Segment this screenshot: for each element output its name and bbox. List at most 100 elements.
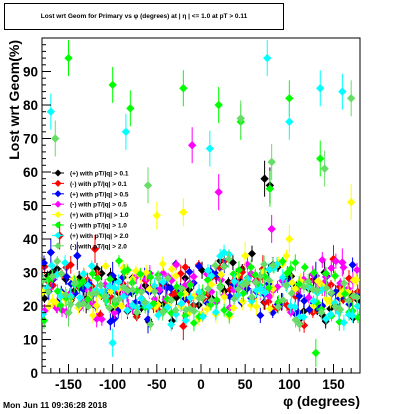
data-point-series-8 [224, 255, 233, 264]
legend-marker [54, 221, 62, 229]
y-tick-label: 30 [23, 266, 38, 281]
legend-entry: (+) with pT/|q| > 0.1 [70, 171, 129, 178]
data-point-series-8 [43, 287, 52, 296]
legend-entry: (+) with pT/|q| > 1.0 [70, 212, 129, 219]
data-point-series-7 [285, 117, 294, 126]
data-point-series-5 [220, 292, 229, 301]
data-point-series-6 [136, 270, 145, 279]
data-point-series-7 [211, 308, 220, 317]
data-point-series-6 [229, 270, 238, 279]
data-point-series-6 [56, 301, 65, 310]
data-point-series-8 [299, 282, 308, 291]
data-point-series-8 [190, 307, 199, 316]
data-point-series-6 [186, 280, 195, 289]
data-point-series-7 [263, 53, 272, 63]
x-tick-label: 50 [238, 377, 253, 392]
data-point-series-8 [114, 295, 123, 304]
data-point-series-4 [214, 187, 223, 197]
data-point-series-8 [260, 260, 269, 269]
data-point-series-8 [48, 272, 57, 281]
data-point-series-7 [353, 302, 360, 311]
data-point-series-8 [198, 293, 207, 302]
data-point-series-7 [243, 274, 252, 283]
data-point-series-8 [171, 306, 180, 315]
data-point-series-8 [322, 284, 331, 293]
data-point-series-8 [150, 287, 159, 296]
data-point-series-5 [229, 303, 238, 312]
data-point-series-7 [322, 315, 331, 324]
x-tick-label: 100 [278, 377, 301, 392]
data-point-series-6 [214, 100, 223, 110]
data-point-series-3 [185, 267, 194, 276]
data-point-series-5 [152, 211, 162, 220]
data-point-series-8 [269, 261, 278, 270]
data-point-series-8 [331, 302, 340, 311]
data-point-series-7 [110, 284, 119, 293]
data-point-series-8 [327, 288, 336, 297]
data-point-series-7 [46, 107, 56, 116]
data-point-series-6 [300, 263, 309, 272]
x-tick-label: 150 [322, 377, 345, 392]
data-point-series-5 [167, 265, 176, 274]
data-point-series-5 [142, 268, 151, 277]
data-point-series-7 [256, 284, 265, 293]
data-point-series-7 [299, 312, 308, 321]
data-point-series-7 [316, 84, 325, 93]
data-point-series-4 [331, 257, 340, 266]
data-point-series-6 [316, 154, 325, 163]
data-point-series-6 [260, 272, 269, 281]
data-point-series-8 [84, 302, 93, 311]
data-point-series-7 [198, 312, 207, 321]
data-point-series-4 [172, 260, 181, 269]
data-point-series-5 [313, 277, 322, 286]
y-tick-label: 70 [23, 132, 38, 147]
data-point-series-1 [260, 174, 269, 183]
data-point-series-6 [225, 310, 234, 319]
data-point-series-8 [281, 281, 290, 290]
data-point-series-5 [252, 302, 261, 311]
data-point-series-1 [42, 294, 49, 303]
x-tick-label: 0 [197, 377, 205, 392]
data-point-series-8 [236, 114, 245, 123]
data-point-series-8 [163, 274, 172, 283]
data-point-series-8 [61, 290, 70, 299]
data-point-series-8 [251, 278, 260, 287]
data-point-series-6 [309, 268, 318, 277]
data-point-series-8 [137, 287, 146, 296]
data-point-series-7 [203, 266, 212, 275]
data-point-series-6 [311, 348, 321, 358]
data-point-series-8 [207, 296, 216, 305]
data-point-series-7 [79, 269, 88, 278]
data-point-series-4 [189, 272, 198, 281]
data-point-series-8 [96, 281, 105, 290]
data-point-series-8 [265, 276, 274, 285]
data-point-series-4 [304, 293, 313, 302]
data-point-series-8 [295, 320, 304, 329]
y-tick-label: 10 [23, 333, 38, 348]
data-point-series-2 [264, 297, 273, 306]
data-point-series-8 [177, 284, 186, 293]
data-point-series-3 [295, 291, 304, 300]
data-point-series-5 [352, 275, 360, 284]
data-point-series-7 [177, 299, 186, 308]
data-point-series-8 [256, 272, 265, 281]
data-point-series-5 [88, 311, 97, 320]
legend-marker [54, 179, 62, 187]
data-point-series-6 [246, 263, 255, 272]
data-point-series-8 [267, 157, 276, 167]
data-point-series-6 [64, 53, 73, 63]
data-point-series-8 [304, 277, 313, 286]
data-point-series-2 [181, 263, 190, 272]
data-point-series-6 [88, 269, 97, 278]
data-point-series-3 [143, 315, 153, 324]
legend-marker [54, 169, 62, 177]
data-point-series-6 [212, 295, 221, 304]
data-point-series-6 [123, 265, 132, 274]
data-point-series-5 [217, 270, 226, 279]
data-point-series-6 [146, 273, 155, 282]
legend-entry: (-) with pT/|q| > 1.0 [70, 223, 127, 230]
data-point-series-8 [346, 94, 356, 103]
data-point-series-7 [47, 261, 56, 270]
data-point-series-5 [238, 297, 247, 306]
